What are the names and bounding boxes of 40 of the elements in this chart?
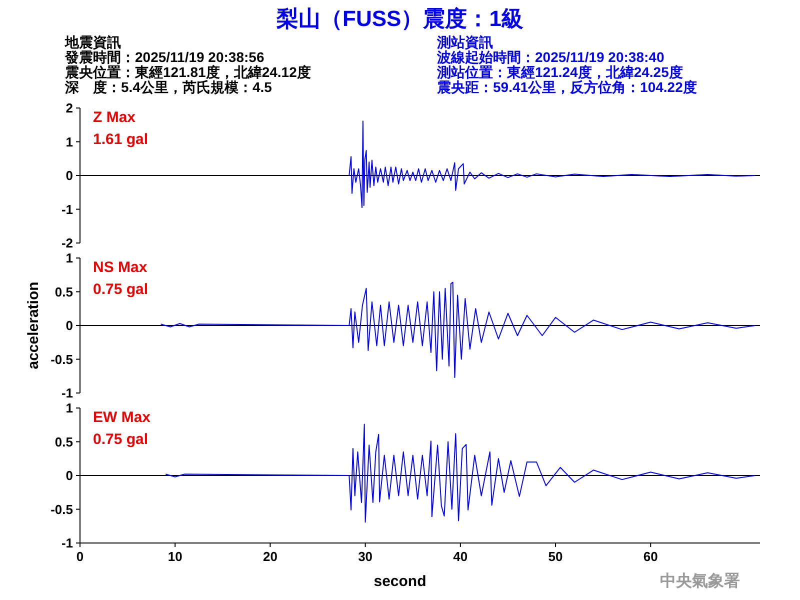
y-tick-label: -1 <box>61 536 73 550</box>
text: 發震時間：2025/11/19 20:38:56 <box>64 49 264 65</box>
chart-title: 梨山（FUSS）震度：1級 <box>276 6 524 31</box>
text: 震央距：59.41公里，反方位角：104.22度 <box>436 79 697 95</box>
y-tick-label: 1 <box>66 134 73 150</box>
text: 中央氣象署 <box>660 572 740 590</box>
x-tick-label: 10 <box>168 549 182 564</box>
annotation: 1.61 gal <box>93 131 148 148</box>
x-tick-label: 40 <box>453 549 468 564</box>
y-tick-label: -2 <box>61 236 73 250</box>
y-tick-label: 2 <box>66 100 73 116</box>
y-tick-label: 1 <box>66 250 73 266</box>
text: 測站位置：東經121.24度，北緯24.25度 <box>436 64 683 80</box>
y-tick-label: 1 <box>66 400 73 416</box>
text: 測站資訊 <box>436 34 493 50</box>
annotation: 0.75 gal <box>93 281 148 298</box>
x-tick-label: 50 <box>548 549 563 564</box>
y-tick-label: -1 <box>61 202 73 217</box>
text: 震央位置：東經121.81度，北緯24.12度 <box>64 64 311 80</box>
annotation: Z Max <box>93 109 136 126</box>
y-axis-title: acceleration <box>25 282 42 370</box>
x-tick-label: 20 <box>262 549 278 564</box>
y-tick-label: -1 <box>61 386 73 400</box>
x-tick-label: 30 <box>358 549 373 564</box>
x-axis-title: second <box>374 573 426 590</box>
y-tick-label: 0.5 <box>54 284 73 300</box>
x-tick-label: 60 <box>643 549 658 564</box>
annotation: EW Max <box>93 409 152 426</box>
text: 波線起始時間：2025/11/19 20:38:40 <box>436 49 664 65</box>
y-tick-label: 0 <box>66 468 73 483</box>
y-tick-label: 0 <box>66 318 73 333</box>
y-tick-label: 0 <box>66 168 73 183</box>
y-tick-label: 0.5 <box>54 434 73 450</box>
annotation: NS Max <box>93 259 148 276</box>
y-tick-label: -0.5 <box>50 502 73 517</box>
y-tick-label: -0.5 <box>50 352 73 367</box>
x-tick-label: 0 <box>76 549 84 564</box>
text: 深 度：5.4公里，芮氏規模：4.5 <box>64 79 272 95</box>
annotation: 0.75 gal <box>93 431 148 448</box>
text: 地震資訊 <box>64 34 121 50</box>
